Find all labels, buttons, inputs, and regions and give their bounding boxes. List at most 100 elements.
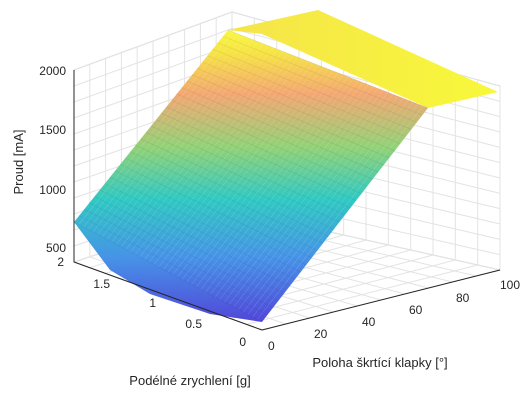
mesh-line	[191, 78, 354, 285]
mesh-line	[233, 96, 399, 308]
mesh-line	[181, 87, 379, 173]
mesh-line	[116, 47, 274, 245]
mesh-line	[252, 103, 419, 318]
mesh-line	[191, 74, 390, 159]
mesh-line	[212, 48, 412, 130]
mesh-line	[130, 151, 323, 244]
mesh-line	[139, 57, 299, 258]
mesh-line	[257, 105, 424, 320]
x-tick-label: 40	[362, 315, 376, 329]
floor-gridline	[246, 264, 478, 325]
x-ticks: 0 20 40 60 80 100	[268, 278, 520, 353]
mesh-line	[195, 80, 359, 288]
mesh-line	[106, 43, 264, 240]
mesh-line	[130, 53, 289, 253]
mesh-line	[207, 55, 406, 137]
mesh-line	[78, 215, 268, 316]
mesh-line	[167, 68, 329, 273]
mesh-line	[171, 100, 368, 187]
x-tick-label: 100	[500, 278, 520, 292]
mesh-line	[144, 59, 304, 260]
mesh-line	[176, 93, 373, 180]
z-ticks: 500 1000 1500 2000	[39, 64, 66, 255]
mesh-line	[99, 189, 290, 287]
mesh-line	[210, 86, 374, 295]
mesh-line	[219, 90, 384, 300]
mesh-line	[153, 62, 314, 265]
mesh-line	[261, 107, 429, 323]
mesh-line	[217, 42, 418, 123]
axis-lines	[73, 70, 501, 331]
mesh-line	[222, 36, 423, 116]
mesh-line	[186, 80, 384, 166]
mesh-line	[150, 125, 346, 216]
mesh-line	[181, 74, 344, 280]
surface-plateau	[228, 10, 498, 108]
mesh-line	[166, 106, 362, 194]
mesh-line	[94, 196, 285, 294]
z-tick-label: 2000	[39, 64, 66, 78]
mesh-line	[158, 64, 319, 268]
surface-mesh	[73, 10, 498, 323]
mesh-line	[83, 33, 239, 228]
mesh-line	[148, 61, 309, 263]
mesh-line	[145, 132, 340, 223]
mesh-line	[101, 41, 259, 238]
mesh-line	[111, 45, 269, 243]
mesh-line	[163, 66, 324, 270]
mesh-line	[156, 119, 351, 209]
surface-slope	[74, 30, 428, 322]
mesh-line	[177, 72, 339, 278]
mesh-line	[161, 112, 357, 202]
mesh-line	[202, 61, 401, 144]
mesh-line	[205, 84, 369, 293]
mesh-line	[120, 164, 312, 259]
z-tick-label: 1000	[39, 183, 66, 197]
x-tick-label: 80	[456, 291, 470, 305]
mesh-line	[92, 37, 249, 233]
mesh-line	[228, 94, 394, 305]
mesh-line	[114, 170, 307, 266]
mesh-line	[120, 49, 279, 248]
z-axis-label: Proud [mA]	[11, 129, 26, 194]
z-tick-label: 1500	[39, 123, 66, 137]
mesh-line	[238, 98, 404, 310]
mesh-line	[125, 157, 318, 251]
mesh-line	[84, 208, 274, 308]
mesh-line	[78, 31, 234, 225]
mesh-line	[224, 92, 389, 303]
mesh-line	[135, 144, 329, 237]
mesh-line	[104, 183, 296, 280]
x-tick-label: 20	[314, 327, 328, 341]
mesh-line	[109, 176, 301, 273]
mesh-line	[140, 138, 335, 230]
x-tick-label: 60	[409, 303, 423, 317]
mesh-line	[73, 29, 229, 223]
mesh-line	[73, 221, 263, 323]
y-tick-label: 0	[239, 335, 246, 349]
mesh-line	[97, 39, 254, 235]
z-tick-label: 500	[46, 241, 66, 255]
mesh-line	[125, 51, 284, 250]
mesh-line	[87, 35, 244, 230]
mesh-line	[242, 100, 409, 313]
x-tick-label: 0	[268, 339, 275, 353]
mesh-line	[247, 101, 414, 315]
mesh-line	[227, 29, 429, 109]
mesh-line	[172, 70, 334, 275]
mesh-line	[134, 55, 294, 255]
y-tick-label: 2	[57, 255, 64, 269]
mesh-line	[200, 82, 364, 290]
y-tick-label: 1	[149, 296, 156, 310]
mesh-line	[197, 68, 395, 152]
mesh-line	[89, 202, 279, 301]
x-axis-label: Poloha škrtící klapky [°]	[312, 355, 447, 370]
y-ticks: 2 1.5 1 0.5 0	[57, 255, 246, 349]
mesh-line	[214, 88, 379, 298]
mesh-line	[186, 76, 349, 283]
y-tick-label: 0.5	[185, 317, 202, 331]
y-tick-label: 1.5	[93, 277, 110, 291]
y-axis-label: Podélné zrychlení [g]	[129, 373, 250, 388]
